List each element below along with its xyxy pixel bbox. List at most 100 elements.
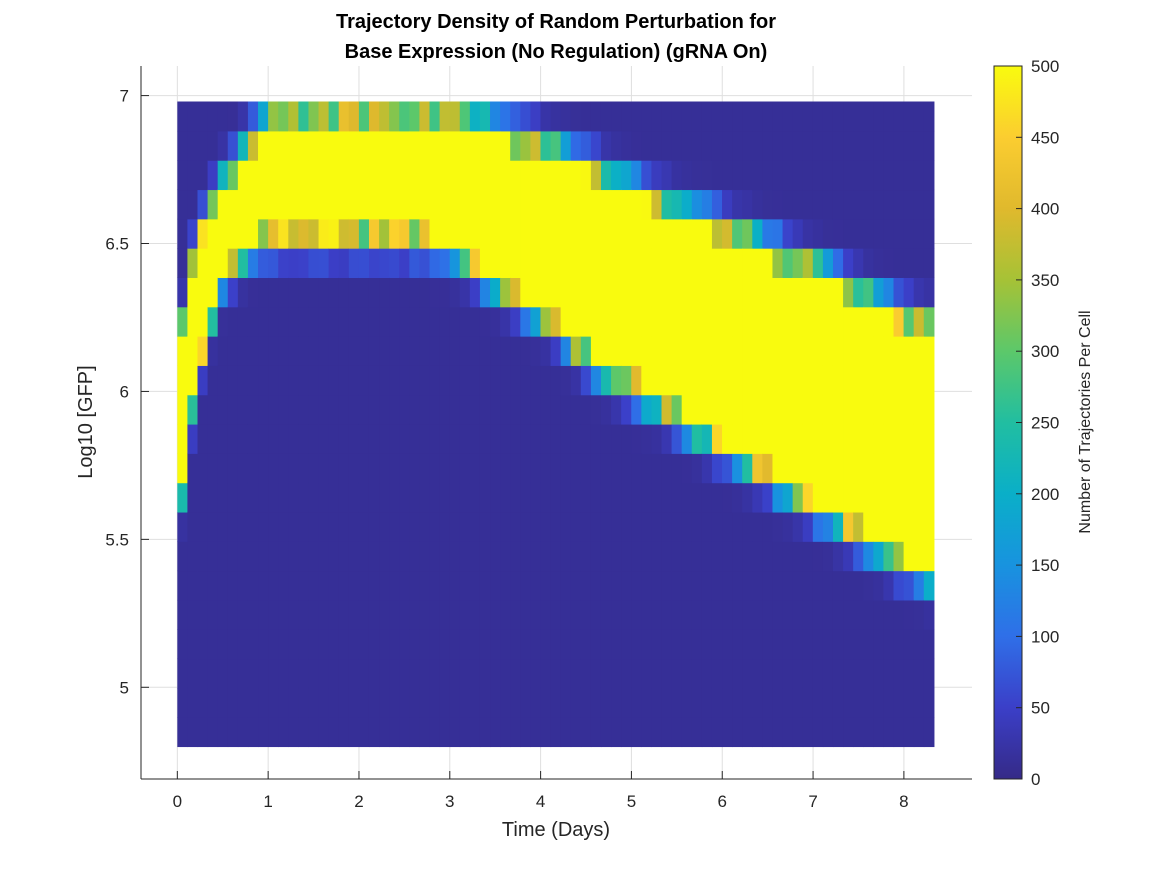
heatmap-cell xyxy=(873,629,885,660)
heatmap-cell xyxy=(590,130,602,161)
heatmap-cell xyxy=(399,717,410,748)
heatmap-cell xyxy=(469,599,481,630)
heatmap-cell xyxy=(258,629,269,660)
heatmap-cell xyxy=(893,248,905,278)
heatmap-cell xyxy=(762,277,774,308)
heatmap-cell xyxy=(308,365,320,396)
heatmap-cell xyxy=(732,277,743,308)
heatmap-cell xyxy=(298,423,310,454)
heatmap-cell xyxy=(389,277,400,308)
heatmap-cell xyxy=(237,687,249,718)
heatmap-cell xyxy=(621,218,632,249)
heatmap-cell xyxy=(752,423,763,454)
heatmap-cell xyxy=(288,482,299,513)
heatmap-cell xyxy=(631,629,642,660)
heatmap-cell xyxy=(903,277,915,308)
heatmap-cell xyxy=(469,541,481,572)
heatmap-cell xyxy=(197,394,209,425)
heatmap-cell xyxy=(379,511,390,542)
heatmap-cell xyxy=(419,101,431,132)
heatmap-cell xyxy=(641,306,653,337)
heatmap-cell xyxy=(419,189,431,220)
heatmap-cell xyxy=(278,687,289,718)
heatmap-cell xyxy=(207,717,219,748)
heatmap-cell xyxy=(227,130,239,161)
heatmap-cell xyxy=(883,189,895,220)
heatmap-cell xyxy=(288,277,299,308)
heatmap-cell xyxy=(853,160,864,191)
heatmap-cell xyxy=(419,453,431,484)
heatmap-cell xyxy=(288,394,299,425)
heatmap-cell xyxy=(802,101,814,132)
heatmap-cell xyxy=(510,365,521,396)
heatmap-cell xyxy=(863,541,874,572)
heatmap-cell xyxy=(913,658,925,689)
heatmap-cell xyxy=(479,336,491,366)
heatmap-cell xyxy=(389,218,400,249)
heatmap-cell xyxy=(389,570,400,601)
heatmap-cell xyxy=(298,277,310,308)
heatmap-cell xyxy=(923,248,935,278)
heatmap-cell xyxy=(469,336,481,366)
heatmap-cell xyxy=(560,218,572,249)
heatmap-cell xyxy=(409,130,421,161)
heatmap-cell xyxy=(822,336,834,366)
heatmap-cell xyxy=(207,130,219,161)
heatmap-cell xyxy=(832,482,844,513)
heatmap-cell xyxy=(923,160,935,191)
heatmap-cell xyxy=(903,189,915,220)
heatmap-cell xyxy=(500,629,511,660)
heatmap-cell xyxy=(913,248,925,278)
heatmap-cell xyxy=(893,599,905,630)
heatmap-cell xyxy=(843,423,854,454)
heatmap-cell xyxy=(772,277,784,308)
heatmap-cell xyxy=(278,511,289,542)
heatmap-cell xyxy=(358,629,370,660)
heatmap-cell xyxy=(348,570,360,601)
heatmap-cell xyxy=(762,189,774,220)
heatmap-cell xyxy=(510,658,521,689)
heatmap-cell xyxy=(328,687,340,718)
heatmap-cell xyxy=(298,717,310,748)
heatmap-cell xyxy=(469,160,481,191)
heatmap-cell xyxy=(923,629,935,660)
heatmap-cell xyxy=(389,453,400,484)
heatmap-cell xyxy=(923,218,935,249)
heatmap-cell xyxy=(237,394,249,425)
heatmap-cell xyxy=(207,277,219,308)
heatmap-cell xyxy=(187,101,199,132)
heatmap-cell xyxy=(187,658,199,689)
heatmap-cell xyxy=(691,130,703,161)
heatmap-cell xyxy=(812,658,824,689)
heatmap-cell xyxy=(631,687,642,718)
heatmap-cell xyxy=(439,306,451,337)
heatmap-cell xyxy=(530,629,542,660)
heatmap-cell xyxy=(893,541,905,572)
heatmap-cell xyxy=(318,189,330,220)
heatmap-cell xyxy=(752,511,763,542)
heatmap-cell xyxy=(540,541,552,572)
heatmap-cell xyxy=(681,629,693,660)
y-axis-label: Log10 [GFP] xyxy=(75,365,97,478)
heatmap-cell xyxy=(399,336,410,366)
heatmap-cell xyxy=(873,130,885,161)
heatmap-cell xyxy=(298,101,310,132)
heatmap-cell xyxy=(590,218,602,249)
heatmap-cell xyxy=(530,277,542,308)
heatmap-cell xyxy=(318,218,330,249)
heatmap-cell xyxy=(439,717,451,748)
heatmap-cell xyxy=(308,423,320,454)
heatmap-cell xyxy=(812,189,824,220)
heatmap-cell xyxy=(540,277,552,308)
heatmap-cell xyxy=(409,101,421,132)
heatmap-cell xyxy=(822,453,834,484)
heatmap-cell xyxy=(520,687,531,718)
heatmap-cell xyxy=(742,511,753,542)
heatmap-cell xyxy=(661,453,673,484)
heatmap-cell xyxy=(298,658,310,689)
heatmap-cell xyxy=(278,189,289,220)
heatmap-cell xyxy=(187,248,199,278)
heatmap-cell xyxy=(459,658,471,689)
heatmap-cell xyxy=(722,687,733,718)
heatmap-cell xyxy=(328,336,340,366)
